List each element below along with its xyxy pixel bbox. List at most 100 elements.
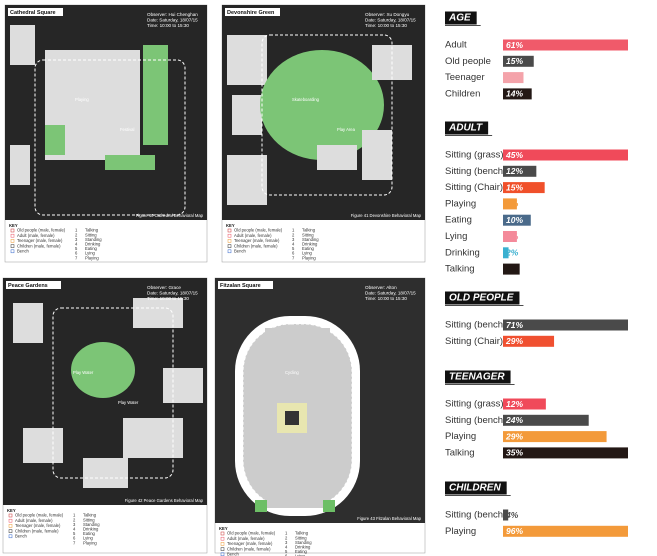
key-swatch [227, 239, 232, 243]
key-activity: Eating [83, 531, 96, 536]
key-item: Teenager (male, female) [15, 523, 61, 528]
value-label: 5% [506, 199, 519, 209]
key-item: Children (male, female) [227, 546, 271, 551]
category-label: Sitting (bench) [445, 510, 506, 521]
category-label: Eating [445, 215, 472, 226]
value-label: 12% [506, 166, 523, 176]
map-label: Festival [120, 127, 134, 132]
category-label: Talking [445, 264, 475, 275]
bar [503, 182, 545, 194]
bar [503, 149, 628, 161]
value-label: 15% [506, 56, 523, 66]
map-boundary [34, 59, 186, 216]
map-date: Date: Saturday, 18/07/15 [365, 291, 416, 296]
map-block [23, 428, 63, 463]
category-label: Children [445, 88, 480, 99]
key-activity: Drinking [302, 242, 318, 247]
bar [503, 39, 628, 51]
key-activity: Sitting [302, 232, 314, 237]
map-block [133, 298, 183, 328]
key-activity: Talking [302, 228, 316, 233]
key-item: Bench [15, 534, 28, 539]
key-number: 2 [285, 535, 288, 540]
bar [503, 247, 509, 259]
key-number: 6 [75, 251, 78, 256]
map-observer: Observer: Hui Chenghan [147, 12, 198, 17]
key-number: 2 [292, 232, 295, 237]
key-number: 4 [285, 545, 288, 550]
key-title: KEY [226, 223, 235, 228]
value-label: 15% [506, 182, 523, 192]
map-title: Cathedral Square [10, 10, 56, 16]
bar [503, 72, 524, 84]
key-swatch [220, 536, 225, 541]
category-label: Talking [445, 447, 475, 458]
map-title: Devonshire Green [227, 10, 275, 16]
map-block [227, 35, 267, 85]
key-activity: Lying [83, 536, 94, 541]
category-label: Sitting (Chair) [445, 182, 503, 193]
map-time: Time: 10:00 to 15:30 [147, 23, 189, 28]
key-activity: Eating [85, 246, 98, 251]
category-label: Sitting (bench) [445, 166, 506, 177]
key-swatch [10, 244, 15, 248]
key-item: Old people (male, female) [17, 228, 66, 233]
key-activity: Standing [302, 237, 319, 242]
value-label: 29% [505, 336, 523, 346]
key-number: 3 [75, 237, 78, 242]
key-item: Teenager (male, female) [234, 238, 280, 243]
key-swatch [220, 531, 225, 536]
key-number: 1 [285, 531, 288, 536]
chart-title-box [445, 291, 520, 305]
map-caption: Figure 42 Peace Gardens Behavioral Map [125, 498, 204, 503]
key-number: 3 [73, 522, 76, 527]
bar [503, 319, 628, 331]
map-block [323, 500, 335, 512]
key-number: 4 [73, 527, 76, 532]
value-label: 2% [505, 248, 519, 258]
map-label: Skateboarding [292, 97, 320, 102]
bar [503, 88, 532, 100]
bar [503, 214, 531, 226]
key-number: 1 [75, 228, 78, 233]
key-number: 5 [73, 531, 76, 536]
key-item: Children (male, female) [15, 528, 59, 533]
map-time: Time: 10:00 to 15:30 [147, 296, 189, 301]
key-item: Adult (male, female) [227, 536, 265, 541]
key-item: Teenager (male, female) [227, 541, 273, 546]
map: Cathedral Square Observer: Hui ChenghanDa… [8, 8, 204, 260]
map-observer: Observer: Alton [365, 285, 397, 290]
key-title: KEY [219, 526, 228, 531]
map-date: Date: Saturday, 18/07/15 [147, 18, 198, 23]
chart-title-box [445, 121, 489, 135]
value-label: 71% [506, 320, 523, 330]
key-number: 5 [75, 246, 78, 251]
map-block [227, 155, 267, 205]
key-number: 7 [75, 255, 78, 260]
map-title-box [218, 281, 273, 289]
category-label: Sitting (grass) [445, 150, 504, 161]
key-item: Old people (male, female) [234, 228, 283, 233]
key-swatch [10, 249, 15, 254]
category-label: Teenager [445, 72, 485, 83]
value-label: 4% [505, 510, 519, 520]
map-date: Date: Saturday, 18/07/15 [147, 291, 198, 296]
bar [503, 414, 589, 426]
map-block [163, 368, 203, 403]
map-caption: Figure 43 Fitzalan Behavioral Map [357, 516, 421, 521]
key-swatch [10, 233, 15, 238]
key-number: 3 [292, 237, 295, 242]
map-block [317, 145, 357, 170]
map-label: Play Water [73, 370, 94, 375]
value-label: 12% [506, 399, 523, 409]
key-number: 7 [292, 255, 295, 260]
map-block [10, 145, 30, 185]
chart-title: CHILDREN [449, 483, 501, 494]
key-swatch [10, 228, 15, 233]
key-swatch [220, 542, 225, 546]
key-swatch [227, 244, 232, 248]
map-title-box [8, 8, 63, 16]
map-observer: Observer: Xu Dongyu [365, 12, 410, 17]
key-title: KEY [9, 223, 18, 228]
key-number: 3 [285, 540, 288, 545]
